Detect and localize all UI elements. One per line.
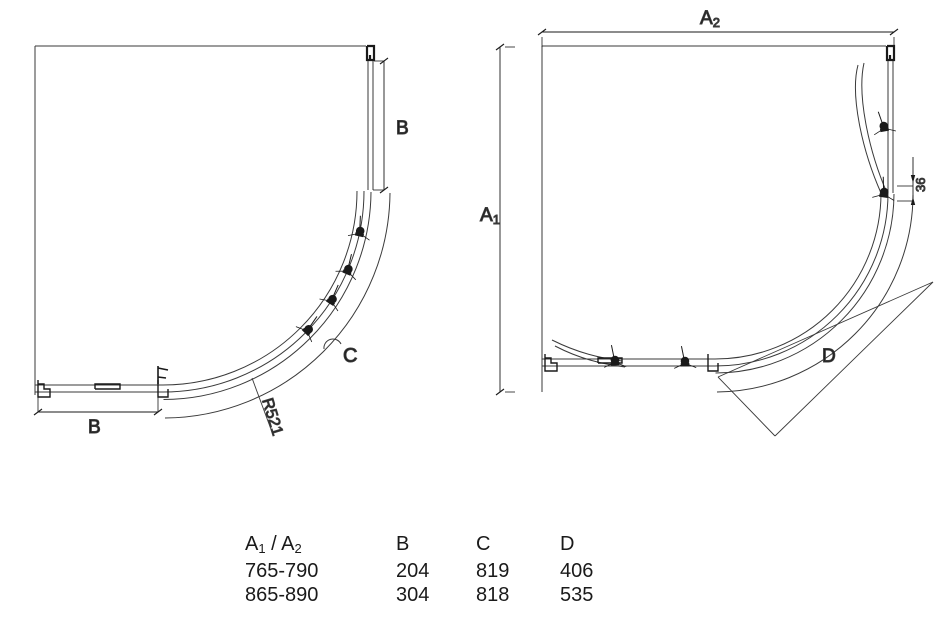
svg-text:36: 36 [913, 178, 928, 192]
svg-text:A1: A1 [480, 205, 500, 227]
svg-text:304: 304 [396, 584, 429, 606]
svg-text:D: D [822, 346, 836, 367]
svg-text:B: B [396, 533, 409, 555]
svg-text:R521: R521 [258, 396, 285, 438]
svg-text:818: 818 [476, 584, 509, 606]
svg-text:765-790: 765-790 [245, 560, 318, 582]
svg-text:819: 819 [476, 560, 509, 582]
svg-text:A2: A2 [700, 8, 720, 30]
svg-text:C: C [476, 533, 490, 555]
svg-text:406: 406 [560, 560, 593, 582]
svg-text:B: B [396, 118, 409, 139]
svg-text:C: C [343, 345, 357, 367]
svg-text:A1 / A2: A1 / A2 [245, 533, 302, 556]
svg-text:D: D [560, 533, 574, 555]
svg-text:535: 535 [560, 584, 593, 606]
svg-text:865-890: 865-890 [245, 584, 318, 606]
svg-text:B: B [88, 417, 101, 438]
svg-text:204: 204 [396, 560, 429, 582]
